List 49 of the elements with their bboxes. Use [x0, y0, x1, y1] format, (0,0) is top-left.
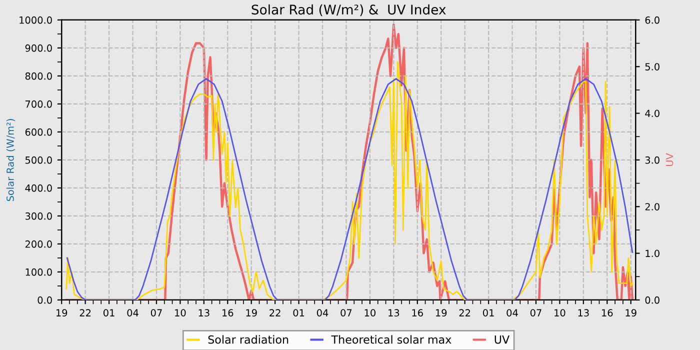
y-tick-label: 700.0 [26, 100, 52, 108]
x-tick-label: 22 [459, 309, 470, 316]
x-tick-label: 13 [388, 309, 400, 317]
y2-tick-label: 6.0 [645, 16, 660, 24]
x-tick-label: 10 [364, 309, 376, 317]
x-tick-label: 04 [127, 309, 138, 317]
x-tick-label: 13 [198, 309, 210, 317]
y-tick-label: 600.0 [25, 128, 52, 136]
y-tick-label: 500.0 [25, 156, 52, 164]
y-tick-label: 300.0 [25, 212, 52, 220]
x-tick-label: 16 [222, 309, 234, 317]
y2-axis-title: UV [666, 153, 674, 166]
y-tick-label: 100.0 [26, 268, 52, 276]
x-tick-label: 07 [340, 309, 352, 317]
y-tick-label: 1000.0 [20, 16, 52, 24]
x-tick-label: 22 [270, 309, 280, 316]
x-tick-label: 19 [436, 309, 447, 317]
x-tick-label: 13 [578, 309, 589, 317]
x-tick-label: 16 [602, 309, 613, 317]
x-tick-label: 16 [412, 309, 423, 317]
x-tick-label: 07 [150, 309, 162, 317]
x-tick-label: 10 [175, 309, 186, 317]
y-tick-label: 900.0 [25, 44, 52, 52]
y-tick-label: 800.0 [25, 72, 52, 80]
legend-label: Theoretical solar max [331, 335, 452, 344]
y2-tick-label: 0.0 [645, 296, 660, 304]
x-tick-label: 10 [554, 309, 566, 317]
legend-label: Solar radiation [208, 335, 288, 344]
x-tick-label: 19 [56, 309, 68, 317]
y2-tick-label: 2.0 [645, 203, 660, 210]
x-tick-label: 19 [246, 309, 257, 317]
chart-title: Solar Rad (W/m²) & UV Index [252, 4, 446, 16]
y2-tick-label: 3.0 [645, 156, 660, 164]
x-tick-label: 01 [293, 309, 304, 317]
y2-tick-label: 5.0 [645, 63, 660, 70]
x-tick-label: 04 [506, 309, 518, 317]
legend-label: UV [494, 335, 510, 344]
y-tick-label: 0.0 [38, 296, 52, 304]
y-tick-label: 200.0 [25, 240, 52, 248]
y2-tick-label: 1.0 [646, 250, 660, 258]
y-axis-title: Solar Rad (W/m²) [6, 119, 16, 202]
x-tick-label: 01 [103, 309, 114, 317]
x-tick-label: 04 [316, 309, 328, 317]
y2-tick-label: 4.0 [645, 110, 660, 118]
x-tick-label: 19 [626, 309, 636, 317]
x-tick-label: 01 [482, 309, 494, 317]
x-tick-label: 07 [530, 309, 542, 317]
x-tick-label: 22 [80, 309, 91, 316]
y-tick-label: 400.0 [25, 184, 52, 192]
